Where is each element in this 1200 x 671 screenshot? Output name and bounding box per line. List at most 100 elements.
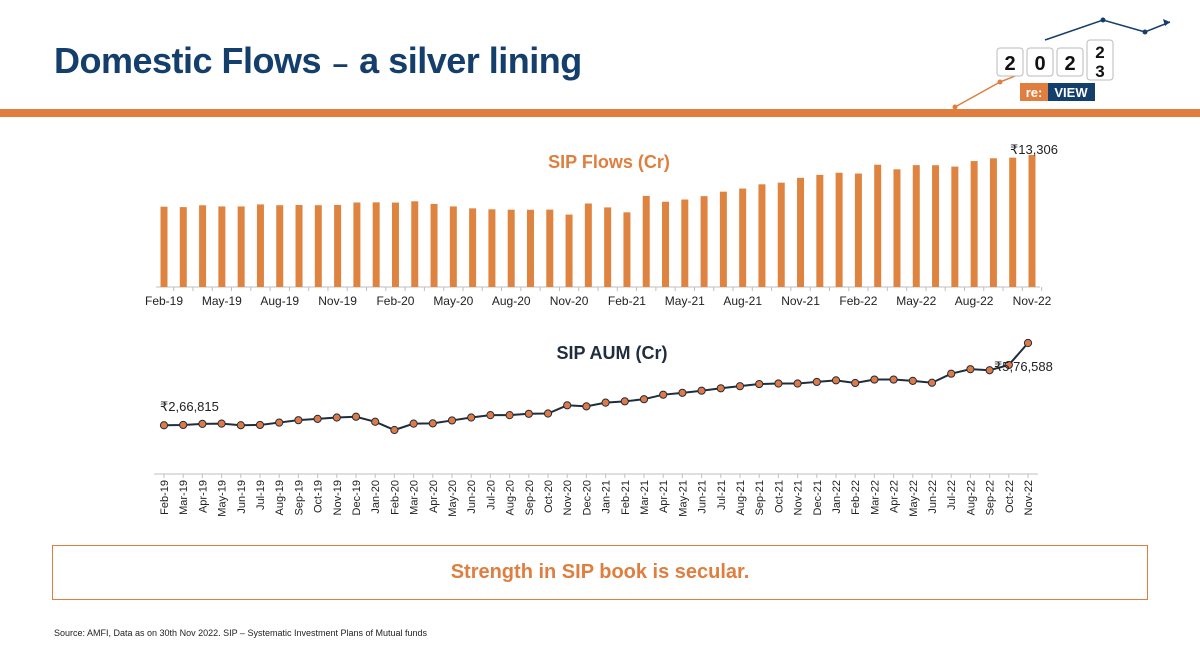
bar: [391, 202, 399, 287]
point: [831, 376, 841, 385]
bar: [642, 195, 650, 287]
bar: [449, 206, 457, 287]
line-tick-label: Mar-21: [639, 480, 651, 515]
line-data-label: ₹5,76,588: [994, 359, 1053, 374]
bar-tick-label: Feb-21: [608, 294, 646, 308]
line-tick-label: Nov-21: [793, 480, 805, 515]
point: [735, 382, 745, 391]
bar: [970, 161, 978, 287]
point: [793, 379, 802, 388]
bar: [256, 204, 264, 287]
point: [159, 421, 169, 430]
point: [563, 401, 572, 410]
line-tick-label: Feb-19: [159, 480, 171, 515]
line-tick-label: Feb-21: [620, 480, 632, 515]
bar-tick-label: Feb-22: [839, 294, 877, 308]
point: [409, 419, 418, 428]
logo-digit: 2: [1004, 53, 1015, 75]
bar-tick-label: Aug-20: [492, 294, 531, 308]
point: [659, 390, 668, 399]
line-tick-label: Oct-19: [313, 480, 325, 513]
logo-dot: [1142, 29, 1148, 35]
bar: [526, 209, 534, 287]
bar: [951, 166, 959, 287]
logo-digit-top: 2: [1095, 43, 1104, 62]
point: [390, 425, 399, 435]
point: [947, 369, 956, 378]
sip-flows-title: SIP Flows (Cr): [548, 152, 670, 172]
bar: [604, 207, 612, 287]
sip-flows-chart: SIP Flows (Cr) Feb-19 May-19 Aug-19 Nov-19 F…: [145, 142, 1058, 308]
title-sub: a silver lining: [359, 40, 582, 81]
point: [870, 375, 879, 384]
line-tick-label: Feb-22: [850, 480, 862, 515]
point: [313, 414, 322, 423]
bar: [372, 202, 380, 287]
bar: [334, 204, 342, 287]
logo-tile: [1056, 47, 1084, 77]
logo-digit-tiles: 2 0 2 2 3: [996, 39, 1114, 81]
series-line: [163, 342, 1029, 432]
logo-tile: [996, 47, 1024, 77]
point: [198, 419, 207, 428]
line-tick-label: Jun-22: [927, 480, 939, 514]
line-tick-label: Nov-19: [332, 480, 344, 515]
point: [697, 386, 706, 395]
point: [985, 366, 994, 375]
sip-aum-title: SIP AUM (Cr): [556, 343, 667, 363]
line-tick-label: Sep-21: [754, 480, 766, 515]
line-tick-label: Jul-19: [255, 480, 267, 510]
line-tick-label: Feb-20: [389, 480, 401, 515]
point: [217, 419, 226, 428]
line-tick-label: Oct-20: [543, 480, 555, 513]
logo-tile: [1086, 39, 1114, 81]
bar: [912, 165, 920, 287]
bar-tick-label: Aug-19: [260, 294, 299, 308]
bar: [681, 199, 689, 287]
bar: [989, 158, 997, 287]
bar: [314, 205, 322, 287]
logo-badge-prefix: re:: [1026, 85, 1043, 100]
line-tick-label: Nov-20: [562, 480, 574, 515]
point: [1023, 338, 1033, 348]
bar: [1009, 157, 1017, 287]
point: [294, 416, 303, 425]
line-tick-label: Mar-22: [869, 480, 881, 515]
point: [371, 417, 380, 426]
point: [908, 376, 917, 385]
line-tick-label: Aug-21: [735, 480, 747, 515]
point: [486, 411, 495, 420]
bar: [565, 214, 573, 287]
bar: [295, 205, 303, 287]
bar-tick-label: May-22: [896, 294, 936, 308]
point: [351, 412, 361, 421]
line-tick-label: Apr-22: [889, 480, 901, 513]
line-tick-label: Jun-20: [466, 480, 478, 514]
point: [428, 419, 437, 428]
bar: [584, 203, 592, 287]
point: [1004, 360, 1013, 370]
line-tick-label: Dec-21: [812, 480, 824, 515]
bar-tick-label: Nov-20: [550, 294, 589, 308]
header-rule: [0, 109, 1200, 117]
bar: [739, 188, 747, 287]
line-tick-label: Jan-20: [370, 480, 382, 514]
sip-aum-chart: SIP AUM (Cr) Feb-19 Mar-19 Apr-19 May-19 Jun…: [154, 338, 1053, 517]
line-tick-label: Jun-21: [697, 480, 709, 514]
point: [774, 379, 783, 388]
point: [582, 402, 591, 411]
line-tick-label: May-20: [447, 480, 459, 517]
bar: [469, 208, 477, 287]
line-tick-label: Jul-22: [946, 480, 958, 510]
bar-data-label: ₹13,306: [1010, 142, 1058, 157]
point: [524, 409, 533, 418]
bar: [816, 174, 824, 287]
line-tick-label: Apr-19: [197, 480, 209, 513]
logo-badge-suffix: VIEW: [1054, 85, 1088, 100]
point: [505, 411, 514, 420]
line-tick-label: Jan-22: [831, 480, 843, 514]
logo-digit: 0: [1034, 53, 1045, 75]
bar-tick-label: Feb-19: [145, 294, 183, 308]
bar-tick-label: Nov-22: [1013, 294, 1052, 308]
title-main: Domestic Flows: [54, 40, 322, 81]
